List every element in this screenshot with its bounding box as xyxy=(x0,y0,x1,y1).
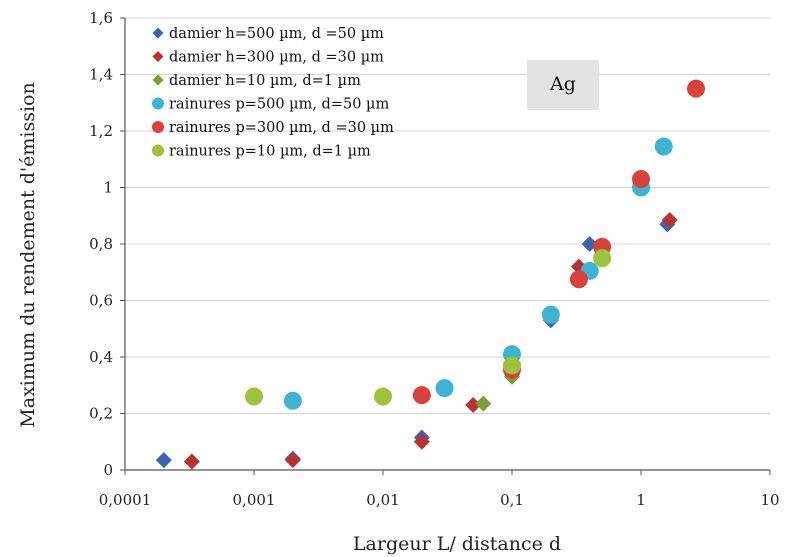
legend-label: damier h=300 µm, d =30 µm xyxy=(169,50,384,66)
y-tick-label: 0,2 xyxy=(89,405,113,423)
annotation-label: Ag xyxy=(549,73,576,95)
diamond-point xyxy=(155,452,172,469)
legend-diamond-marker xyxy=(152,51,164,62)
diamond-point xyxy=(284,452,301,469)
circle-point xyxy=(374,387,392,406)
diamond-point xyxy=(413,433,430,450)
x-tick-label: 0,01 xyxy=(366,491,399,509)
x-axis-title: Largeur L/ distance d xyxy=(353,533,561,555)
diamond-point xyxy=(661,211,678,228)
x-tick-label: 0,001 xyxy=(233,491,276,509)
circle-point xyxy=(654,137,673,156)
legend-label: rainures p=300 µm, d =30 µm xyxy=(169,120,394,136)
circle-point xyxy=(541,305,560,324)
diamond-point xyxy=(183,453,200,470)
legend-circle-marker xyxy=(152,121,164,133)
legend-label: damier h=10 µm, d=1 µm xyxy=(169,73,361,89)
circle-point xyxy=(245,387,263,406)
y-tick-label: 1,2 xyxy=(89,122,113,140)
x-tick-label: 0,0001 xyxy=(99,491,152,509)
gridlines xyxy=(125,17,770,414)
y-tick-label: 0 xyxy=(103,461,113,479)
y-tick-label: 0,6 xyxy=(89,292,113,310)
legend-label: damier h=500 µm, d =50 µm xyxy=(169,26,384,42)
y-tick-labels: 0 0,2 0,4 0,6 0,8 1 1,2 1,4 1,6 xyxy=(89,9,113,479)
circle-point xyxy=(435,379,454,398)
x-tick-label: 0,1 xyxy=(500,491,524,509)
x-tick-label: 10 xyxy=(760,491,779,509)
legend-circle-marker xyxy=(152,144,164,157)
circle-point xyxy=(632,170,650,189)
legend: damier h=500 µm, d =50 µm damier h=300 µm… xyxy=(152,26,394,160)
x-tick-label: 1 xyxy=(636,491,646,509)
legend-label: rainures p=10 µm, d=1 µm xyxy=(169,144,371,160)
x-tick-labels: 0,0001 0,001 0,01 0,1 1 10 xyxy=(99,491,780,509)
circle-point xyxy=(569,270,588,289)
y-axis-title: Maximum du rendement d'émission xyxy=(17,82,39,427)
y-tick-label: 0,4 xyxy=(89,348,113,366)
diamond-point xyxy=(475,395,492,412)
legend-circle-marker xyxy=(152,97,164,110)
legend-diamond-marker xyxy=(152,74,164,86)
diamond-point xyxy=(465,397,482,414)
y-tick-label: 0,8 xyxy=(89,235,113,253)
data-points xyxy=(155,79,706,470)
legend-label: rainures p=500 µm, d=50 µm xyxy=(169,97,389,113)
y-tick-label: 1,6 xyxy=(89,9,113,27)
circle-point xyxy=(283,391,302,410)
y-tick-label: 1,4 xyxy=(89,66,113,84)
circle-point xyxy=(687,79,706,98)
legend-diamond-marker xyxy=(152,27,164,39)
y-tick-label: 1 xyxy=(103,179,113,197)
circle-point xyxy=(412,386,431,405)
annotation-box: Ag xyxy=(527,60,599,110)
circle-point xyxy=(593,249,612,268)
axes xyxy=(120,17,771,475)
circle-point xyxy=(503,356,521,375)
